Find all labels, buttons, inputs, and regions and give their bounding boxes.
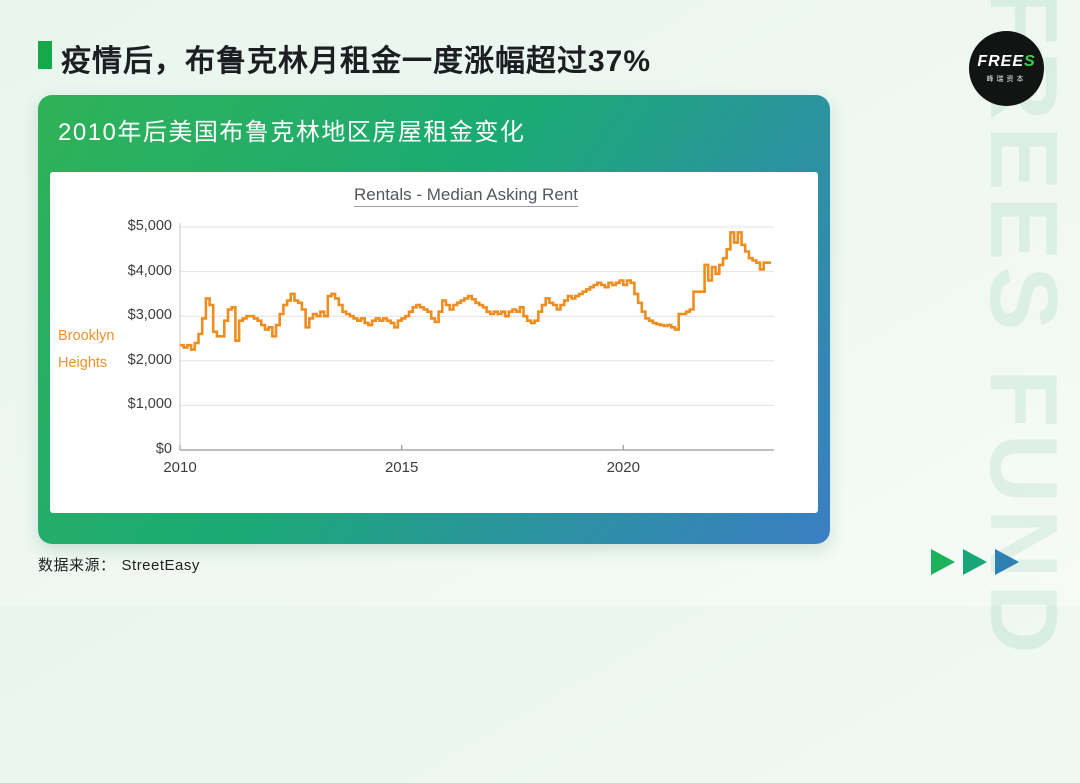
rent-step-line [180, 231, 771, 351]
x-axis-tick-label: 2015 [384, 459, 419, 476]
chart-card: 2010年后美国布鲁克林地区房屋租金变化 Rentals - Median As… [38, 95, 830, 544]
chart-title: Rentals - Median Asking Rent [354, 185, 578, 204]
title-bullet-icon [38, 41, 52, 69]
play-arrow-shape [931, 549, 955, 575]
y-axis-tick-label: $0 [155, 441, 172, 457]
background-watermark-text: FREES FUND [970, 0, 1077, 660]
logo-brand-accent: S [1024, 53, 1036, 70]
series-label: Brooklyn Heights [58, 328, 115, 371]
play-arrow-icon [963, 549, 987, 575]
logo-brand-text: FREES [977, 53, 1035, 71]
play-arrow-shape [963, 549, 987, 575]
logo-brand-main: FREE [977, 53, 1024, 70]
y-axis-tick-label: $5,000 [127, 218, 172, 234]
card-title: 2010年后美国布鲁克林地区房屋租金变化 [58, 119, 526, 146]
chart-panel: Rentals - Median Asking Rent Brooklyn He… [50, 172, 818, 513]
plot-svg [179, 223, 774, 451]
slide-title: 疫情后，布鲁克林月租金一度涨幅超过37% [61, 45, 652, 78]
play-arrow-icon [931, 549, 955, 575]
x-axis-tick-label: 2010 [163, 459, 197, 476]
y-axis-tick-label: $1,000 [127, 396, 172, 413]
source-label: 数据来源： [38, 557, 116, 574]
logo-subtext: 峰瑞资本 [986, 76, 1027, 83]
data-source: 数据来源： StreetEasy [38, 554, 200, 575]
y-axis-tick-label: $2,000 [127, 351, 172, 368]
source-value: StreetEasy [121, 557, 200, 574]
play-arrow-shape [995, 549, 1019, 575]
y-axis-tick-label: $3,000 [127, 307, 172, 324]
x-axis-tick-label: 2020 [606, 459, 640, 476]
y-axis-tick-label: $4,000 [127, 262, 172, 279]
frees-logo: FREES 峰瑞资本 [969, 31, 1044, 106]
footer-arrows [931, 548, 1020, 576]
play-arrow-icon [995, 549, 1019, 575]
